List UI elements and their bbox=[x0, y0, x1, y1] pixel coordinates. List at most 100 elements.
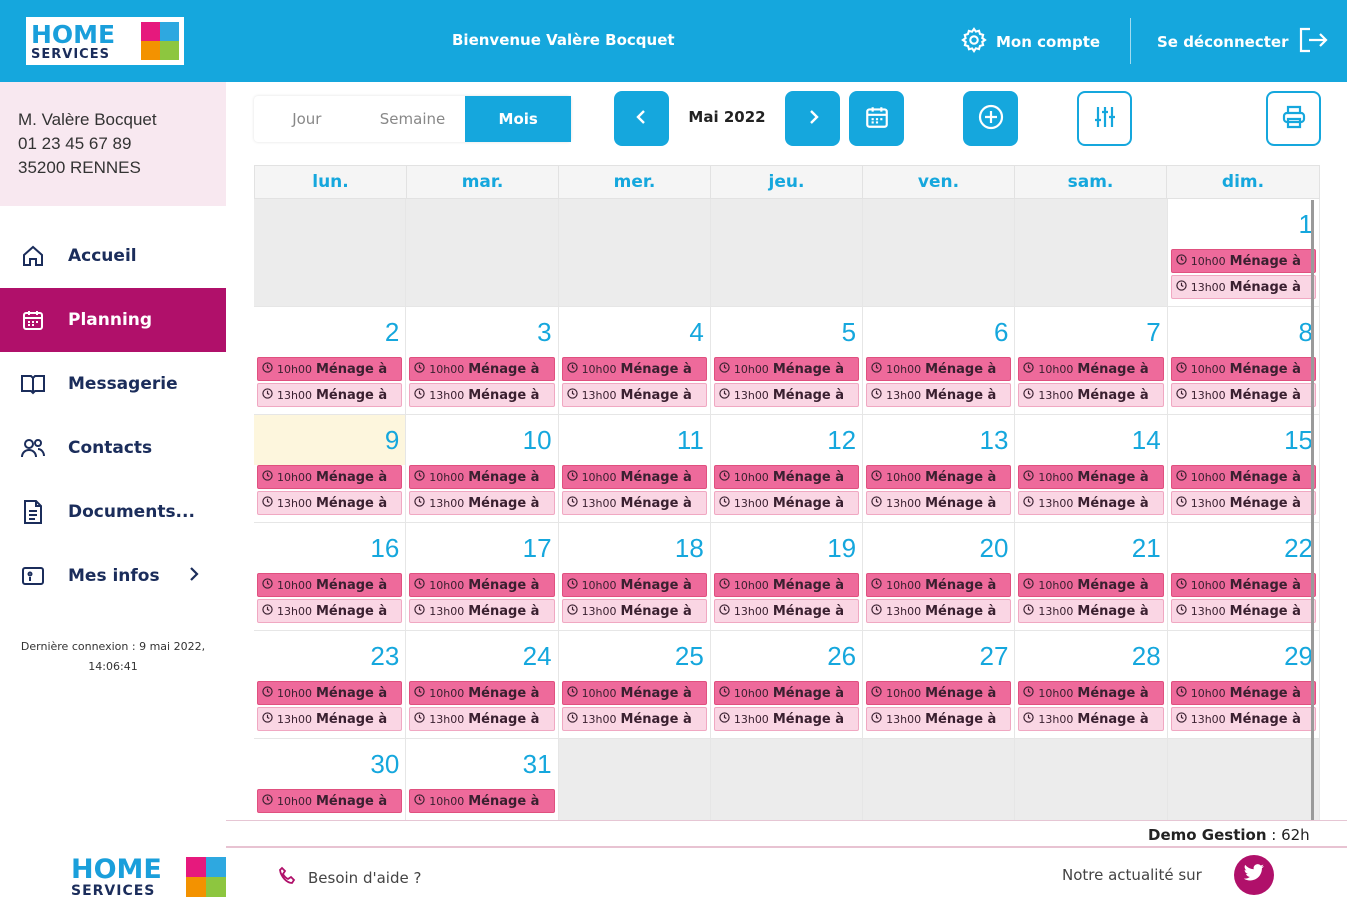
event-morning[interactable]: 10h00 Ménage à bbox=[561, 573, 707, 597]
help-link[interactable]: Besoin d'aide ? bbox=[278, 866, 421, 890]
view-month-button[interactable]: Mois bbox=[465, 96, 572, 142]
print-button[interactable] bbox=[1266, 91, 1321, 146]
event-morning[interactable]: 10h00 Ménage à bbox=[713, 465, 860, 489]
event-afternoon[interactable]: 13h00 Ménage à bbox=[1170, 383, 1316, 407]
event-afternoon[interactable]: 13h00 Ménage à bbox=[1018, 491, 1164, 515]
event-morning[interactable]: 10h00 Ménage à bbox=[409, 681, 555, 705]
next-month-button[interactable] bbox=[785, 91, 840, 146]
day-cell[interactable]: 18 10h00 Ménage à 13h00 Ménage à bbox=[558, 523, 711, 631]
sidebar-item-planning[interactable]: Planning bbox=[0, 288, 226, 352]
day-cell[interactable]: 5 10h00 Ménage à 13h00 Ménage à bbox=[710, 307, 864, 415]
day-cell[interactable]: 6 10h00 Ménage à 13h00 Ménage à bbox=[863, 307, 1016, 415]
day-cell[interactable]: 21 10h00 Ménage à 13h00 Ménage à bbox=[1015, 523, 1168, 631]
day-cell[interactable]: 4 10h00 Ménage à 13h00 Ménage à bbox=[558, 307, 711, 415]
event-morning[interactable]: 10h00 Ménage à bbox=[409, 357, 555, 381]
my-account-button[interactable]: Mon compte bbox=[960, 26, 1100, 58]
sidebar-item-mes-infos[interactable]: Mes infos bbox=[0, 544, 226, 608]
event-afternoon[interactable]: 13h00 Ménage à bbox=[1170, 275, 1316, 299]
previous-month-button[interactable] bbox=[614, 91, 669, 146]
calendar-scrollbar[interactable] bbox=[1311, 200, 1314, 820]
event-morning[interactable]: 10h00 Ménage à bbox=[713, 357, 860, 381]
event-afternoon[interactable]: 13h00 Ménage à bbox=[409, 707, 555, 731]
event-afternoon[interactable]: 13h00 Ménage à bbox=[561, 383, 707, 407]
view-day-button[interactable]: Jour bbox=[292, 110, 322, 128]
event-afternoon[interactable]: 13h00 Ménage à bbox=[1170, 599, 1316, 623]
event-morning[interactable]: 10h00 Ménage à bbox=[409, 465, 555, 489]
event-afternoon[interactable]: 13h00 Ménage à bbox=[257, 707, 403, 731]
event-morning[interactable]: 10h00 Ménage à bbox=[1018, 357, 1164, 381]
event-afternoon[interactable]: 13h00 Ménage à bbox=[409, 383, 555, 407]
footer-logo[interactable]: HOME SERVICES bbox=[68, 854, 226, 898]
day-cell[interactable]: 28 10h00 Ménage à 13h00 Ménage à bbox=[1015, 631, 1168, 739]
day-cell[interactable]: 8 10h00 Ménage à 13h00 Ménage à bbox=[1167, 307, 1320, 415]
day-cell[interactable]: 23 10h00 Ménage à 13h00 Ménage à bbox=[254, 631, 407, 739]
event-afternoon[interactable]: 13h00 Ménage à bbox=[1018, 383, 1164, 407]
event-afternoon[interactable]: 13h00 Ménage à bbox=[257, 383, 403, 407]
day-cell[interactable]: 19 10h00 Ménage à 13h00 Ménage à bbox=[710, 523, 864, 631]
event-morning[interactable]: 10h00 Ménage à bbox=[1170, 573, 1316, 597]
event-afternoon[interactable]: 13h00 Ménage à bbox=[1018, 707, 1164, 731]
sidebar-item-accueil[interactable]: Accueil bbox=[0, 224, 226, 288]
twitter-button[interactable] bbox=[1234, 855, 1274, 895]
day-cell[interactable]: 1 10h00 Ménage à 13h00 Ménage à bbox=[1167, 199, 1320, 307]
day-cell[interactable]: 14 10h00 Ménage à 13h00 Ménage à bbox=[1015, 415, 1168, 523]
day-cell[interactable]: 22 10h00 Ménage à 13h00 Ménage à bbox=[1167, 523, 1320, 631]
filter-settings-button[interactable] bbox=[1077, 91, 1132, 146]
event-afternoon[interactable]: 13h00 Ménage à bbox=[561, 707, 707, 731]
event-afternoon[interactable]: 13h00 Ménage à bbox=[561, 491, 707, 515]
day-cell[interactable]: 17 10h00 Ménage à 13h00 Ménage à bbox=[406, 523, 559, 631]
event-morning[interactable]: 10h00 Ménage à bbox=[866, 573, 1012, 597]
sidebar-item-documents[interactable]: Documents... bbox=[0, 480, 226, 544]
event-afternoon[interactable]: 13h00 Ménage à bbox=[257, 491, 403, 515]
view-week-button[interactable]: Semaine bbox=[379, 110, 446, 128]
sidebar-item-messagerie[interactable]: Messagerie bbox=[0, 352, 226, 416]
event-morning[interactable]: 10h00 Ménage à bbox=[257, 465, 403, 489]
event-afternoon[interactable]: 13h00 Ménage à bbox=[1170, 707, 1316, 731]
event-morning[interactable]: 10h00 Ménage à bbox=[1170, 357, 1316, 381]
event-morning[interactable]: 10h00 Ménage à bbox=[257, 789, 403, 813]
event-afternoon[interactable]: 13h00 Ménage à bbox=[1018, 599, 1164, 623]
logout-button[interactable]: Se déconnecter bbox=[1157, 26, 1329, 58]
event-afternoon[interactable]: 13h00 Ménage à bbox=[1170, 491, 1316, 515]
day-cell[interactable]: 26 10h00 Ménage à 13h00 Ménage à bbox=[710, 631, 864, 739]
day-cell[interactable]: 11 10h00 Ménage à 13h00 Ménage à bbox=[558, 415, 711, 523]
event-morning[interactable]: 10h00 Ménage à bbox=[866, 465, 1012, 489]
event-morning[interactable]: 10h00 Ménage à bbox=[257, 357, 403, 381]
day-cell[interactable]: 16 10h00 Ménage à 13h00 Ménage à bbox=[254, 523, 407, 631]
event-morning[interactable]: 10h00 Ménage à bbox=[257, 681, 403, 705]
event-morning[interactable]: 10h00 Ménage à bbox=[713, 573, 860, 597]
event-afternoon[interactable]: 13h00 Ménage à bbox=[561, 599, 707, 623]
event-afternoon[interactable]: 13h00 Ménage à bbox=[713, 599, 860, 623]
event-morning[interactable]: 10h00 Ménage à bbox=[866, 357, 1012, 381]
day-cell[interactable]: 24 10h00 Ménage à 13h00 Ménage à bbox=[406, 631, 559, 739]
event-afternoon[interactable]: 13h00 Ménage à bbox=[713, 707, 860, 731]
event-morning[interactable]: 10h00 Ménage à bbox=[1018, 573, 1164, 597]
day-cell[interactable]: 3 10h00 Ménage à 13h00 Ménage à bbox=[406, 307, 559, 415]
day-cell[interactable]: 9 10h00 Ménage à 13h00 Ménage à bbox=[254, 415, 407, 523]
add-event-button[interactable] bbox=[963, 91, 1018, 146]
event-morning[interactable]: 10h00 Ménage à bbox=[409, 573, 555, 597]
event-morning[interactable]: 10h00 Ménage à bbox=[409, 789, 555, 813]
event-morning[interactable]: 10h00 Ménage à bbox=[866, 681, 1012, 705]
event-morning[interactable]: 10h00 Ménage à bbox=[1018, 681, 1164, 705]
event-afternoon[interactable]: 13h00 Ménage à bbox=[866, 707, 1012, 731]
event-afternoon[interactable]: 13h00 Ménage à bbox=[713, 383, 860, 407]
event-afternoon[interactable]: 13h00 Ménage à bbox=[409, 599, 555, 623]
event-afternoon[interactable]: 13h00 Ménage à bbox=[866, 599, 1012, 623]
event-morning[interactable]: 10h00 Ménage à bbox=[1170, 681, 1316, 705]
event-morning[interactable]: 10h00 Ménage à bbox=[257, 573, 403, 597]
day-cell[interactable]: 10 10h00 Ménage à 13h00 Ménage à bbox=[406, 415, 559, 523]
home-services-logo[interactable]: HOME SERVICES bbox=[26, 17, 184, 65]
event-afternoon[interactable]: 13h00 Ménage à bbox=[866, 491, 1012, 515]
day-cell[interactable]: 15 10h00 Ménage à 13h00 Ménage à bbox=[1167, 415, 1320, 523]
event-morning[interactable]: 10h00 Ménage à bbox=[1170, 465, 1316, 489]
date-picker-button[interactable] bbox=[849, 91, 904, 146]
event-afternoon[interactable]: 13h00 Ménage à bbox=[409, 491, 555, 515]
day-cell[interactable]: 12 10h00 Ménage à 13h00 Ménage à bbox=[710, 415, 864, 523]
event-morning[interactable]: 10h00 Ménage à bbox=[1018, 465, 1164, 489]
day-cell[interactable]: 13 10h00 Ménage à 13h00 Ménage à bbox=[863, 415, 1016, 523]
event-afternoon[interactable]: 13h00 Ménage à bbox=[866, 383, 1012, 407]
day-cell[interactable]: 27 10h00 Ménage à 13h00 Ménage à bbox=[863, 631, 1016, 739]
event-morning[interactable]: 10h00 Ménage à bbox=[1170, 249, 1316, 273]
event-morning[interactable]: 10h00 Ménage à bbox=[561, 357, 707, 381]
